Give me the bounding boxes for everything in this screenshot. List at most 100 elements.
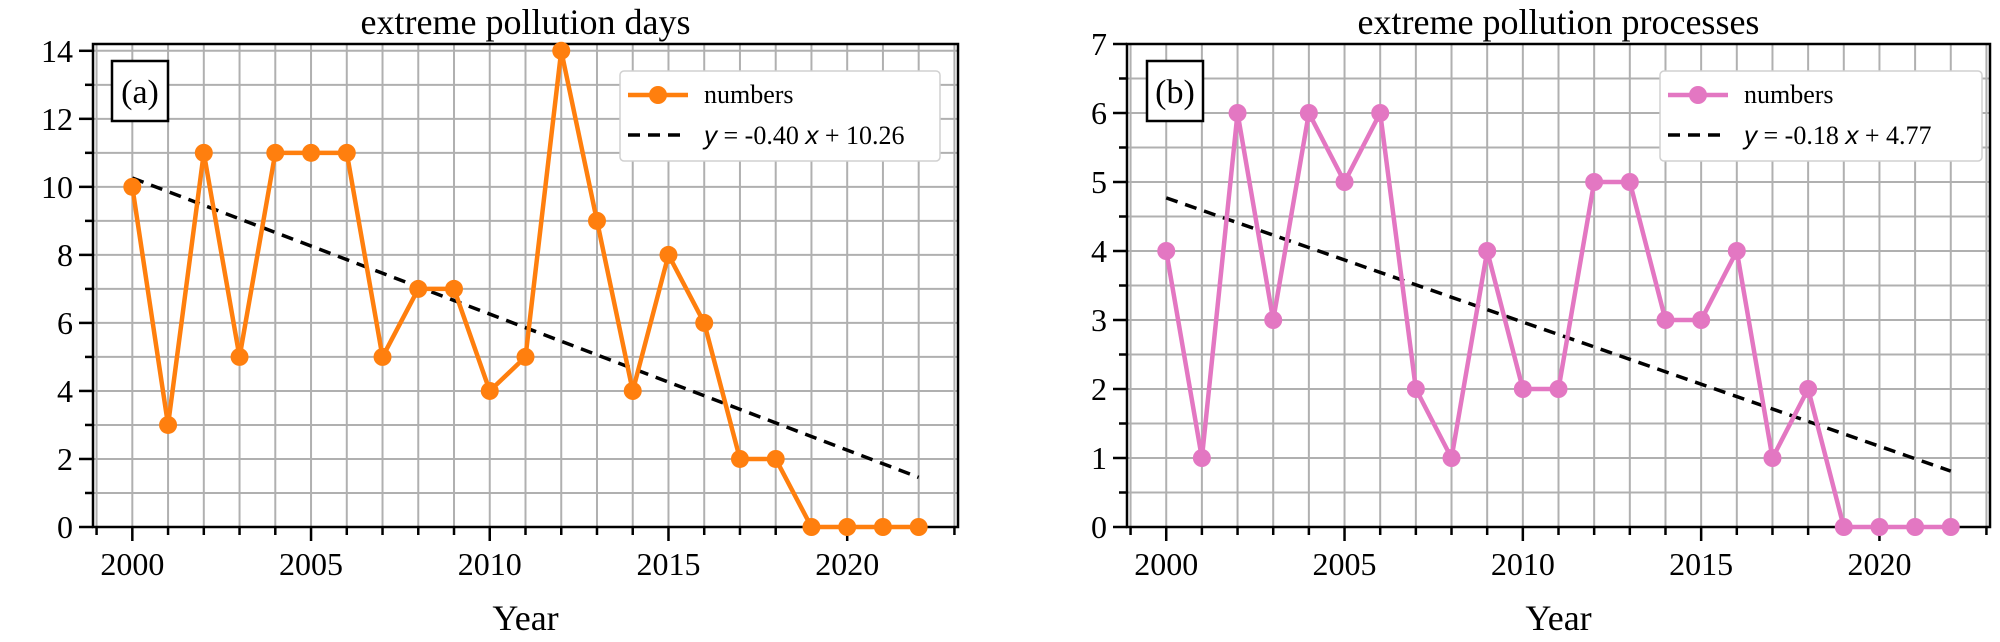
x-axis-label: Year bbox=[1525, 598, 1591, 638]
data-point bbox=[1478, 242, 1497, 260]
data-point bbox=[1299, 104, 1318, 122]
data-point bbox=[1371, 104, 1390, 122]
panel-label-box bbox=[1145, 59, 1205, 123]
trend-intercept: + 4.77 bbox=[1858, 121, 1931, 150]
y-tick-label: 5 bbox=[1091, 164, 1107, 200]
chart-title: extreme pollution days bbox=[361, 2, 691, 42]
y-tick-label: 2 bbox=[1091, 371, 1107, 407]
chart-panel-a: 2000 2005 2010 2015 2020 0 2 4 6 8 10 12 14 extreme p… bbox=[41, 2, 960, 638]
data-point bbox=[1870, 518, 1889, 536]
data-point bbox=[194, 143, 213, 162]
x-tick-label: 2000 bbox=[1134, 546, 1198, 582]
data-point bbox=[123, 177, 142, 196]
legend-box bbox=[1659, 70, 1983, 162]
y-axis: 0 1 2 3 4 5 6 7 bbox=[1091, 26, 1127, 545]
y-tick-label: 0 bbox=[57, 509, 73, 545]
data-point bbox=[766, 449, 785, 468]
y-tick-label: 2 bbox=[57, 441, 73, 477]
data-point bbox=[1727, 242, 1746, 260]
legend-marker-numbers bbox=[649, 86, 667, 104]
x-tick-label: 2020 bbox=[815, 546, 879, 582]
x-tick-label: 2000 bbox=[100, 546, 164, 582]
x-tick-label: 2010 bbox=[458, 546, 522, 582]
data-point bbox=[909, 518, 928, 536]
data-point bbox=[623, 381, 642, 400]
trend-x-symbol: x bbox=[803, 120, 819, 150]
legend-box bbox=[619, 70, 941, 162]
x-tick-label: 2010 bbox=[1491, 546, 1555, 582]
data-point bbox=[159, 415, 178, 434]
trend-slope: = -0.40 bbox=[717, 121, 805, 150]
data-point bbox=[1192, 449, 1211, 467]
trend-slope: = -0.18 bbox=[1757, 121, 1845, 150]
data-point bbox=[1406, 380, 1425, 398]
data-point bbox=[1264, 311, 1283, 329]
x-tick-label: 2005 bbox=[279, 546, 343, 582]
x-tick-label: 2015 bbox=[636, 546, 700, 582]
data-point bbox=[695, 313, 714, 332]
data-point bbox=[1834, 518, 1853, 536]
x-axis: 2000 2005 2010 2015 2020 bbox=[95, 527, 956, 582]
y-tick-label: 4 bbox=[1091, 233, 1107, 269]
data-point bbox=[337, 143, 356, 162]
y-axis: 0 2 4 6 8 10 12 14 bbox=[41, 33, 93, 545]
data-point bbox=[409, 279, 428, 298]
y-tick-label: 1 bbox=[1091, 440, 1107, 476]
data-point bbox=[1906, 518, 1925, 536]
data-point bbox=[873, 518, 892, 536]
data-point bbox=[1763, 449, 1782, 467]
chart-title: extreme pollution processes bbox=[1358, 2, 1760, 42]
panel-label: (b) bbox=[1155, 74, 1195, 111]
data-points bbox=[1157, 104, 1960, 536]
legend-label-trend: y = -0.40 x + 10.26 bbox=[702, 120, 905, 150]
y-tick-label: 12 bbox=[41, 101, 73, 137]
data-point bbox=[659, 245, 678, 264]
legend-marker-numbers bbox=[1689, 86, 1707, 104]
data-point bbox=[1620, 173, 1639, 191]
data-point bbox=[445, 279, 464, 298]
data-point bbox=[1799, 380, 1818, 398]
x-axis-label: Year bbox=[492, 598, 558, 638]
trend-intercept: + 10.26 bbox=[818, 121, 904, 150]
panel-label: (a) bbox=[121, 74, 159, 111]
legend-label-numbers: numbers bbox=[1744, 80, 1834, 109]
y-tick-label: 6 bbox=[1091, 95, 1107, 131]
data-point bbox=[516, 347, 535, 366]
trend-y-symbol: y bbox=[1742, 120, 1759, 150]
data-point bbox=[1585, 173, 1604, 191]
data-point bbox=[302, 143, 321, 162]
panel-label-box bbox=[110, 59, 170, 123]
legend: numbers y = -0.40 x + 10.26 bbox=[619, 70, 941, 162]
y-tick-label: 6 bbox=[57, 305, 73, 341]
y-tick-label: 8 bbox=[57, 237, 73, 273]
data-point bbox=[373, 347, 392, 366]
data-point bbox=[1513, 380, 1532, 398]
data-point bbox=[1692, 311, 1711, 329]
data-point bbox=[1442, 449, 1461, 467]
y-tick-label: 7 bbox=[1091, 26, 1107, 62]
data-point bbox=[552, 41, 571, 60]
y-tick-label: 10 bbox=[41, 169, 73, 205]
data-point bbox=[1941, 518, 1960, 536]
data-point bbox=[802, 518, 821, 536]
x-tick-label: 2015 bbox=[1669, 546, 1733, 582]
data-point bbox=[1228, 104, 1247, 122]
y-tick-label: 0 bbox=[1091, 509, 1107, 545]
x-axis: 2000 2005 2010 2015 2020 bbox=[1129, 527, 1988, 582]
data-point bbox=[480, 381, 499, 400]
data-point bbox=[730, 449, 749, 468]
data-point bbox=[838, 518, 857, 536]
legend-label-trend: y = -0.18 x + 4.77 bbox=[1742, 120, 1932, 150]
data-point bbox=[266, 143, 285, 162]
gridlines bbox=[1127, 43, 1990, 527]
data-point bbox=[230, 347, 249, 366]
x-tick-label: 2020 bbox=[1847, 546, 1911, 582]
x-tick-label: 2005 bbox=[1313, 546, 1377, 582]
legend-label-numbers: numbers bbox=[704, 80, 794, 109]
data-point bbox=[1549, 380, 1568, 398]
y-tick-label: 4 bbox=[57, 373, 73, 409]
data-point bbox=[1157, 242, 1176, 260]
data-point bbox=[1656, 311, 1675, 329]
y-tick-label: 3 bbox=[1091, 302, 1107, 338]
